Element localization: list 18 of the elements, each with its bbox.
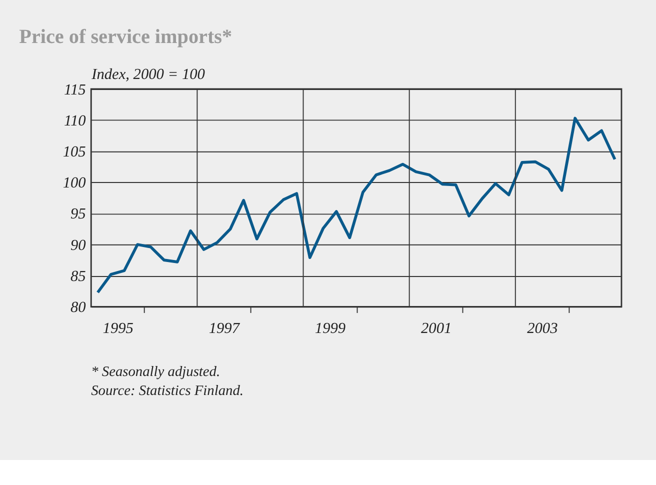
x-tick-label: 1997 [208,320,241,338]
y-axis-title: Index, 2000 = 100 [90,66,206,83]
y-tick-label: 115 [64,81,86,98]
chart-title: Price of service imports* [19,26,232,48]
x-tick-label: 1995 [102,320,134,338]
y-tick-label: 85 [70,268,86,285]
x-tick-label: 1999 [314,320,346,338]
y-tick-label: 80 [70,299,86,316]
line-series [96,116,616,294]
x-tick-label: 2001 [421,320,452,338]
source-note: Source: Statistics Finland. [91,382,244,399]
text: * Seasonally adjusted. [91,364,220,380]
y-tick-label: 95 [70,206,86,223]
y-tick-label: 100 [62,174,86,192]
y-tick-label: 110 [64,112,86,130]
x-tick-label: 2003 [527,320,558,338]
y-tick-label: 105 [62,143,86,160]
y-tick-label: 90 [70,236,86,254]
